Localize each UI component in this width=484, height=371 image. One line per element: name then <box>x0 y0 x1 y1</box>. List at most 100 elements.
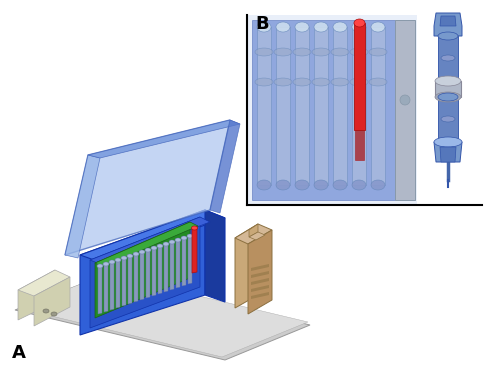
Polygon shape <box>251 271 269 278</box>
Ellipse shape <box>274 78 292 86</box>
Ellipse shape <box>181 236 187 240</box>
Ellipse shape <box>257 180 271 190</box>
Ellipse shape <box>293 48 311 56</box>
Polygon shape <box>210 120 240 213</box>
Text: B: B <box>255 15 269 33</box>
Polygon shape <box>355 130 364 160</box>
Ellipse shape <box>97 264 103 268</box>
Polygon shape <box>434 13 462 36</box>
Polygon shape <box>98 265 102 314</box>
Polygon shape <box>251 285 269 292</box>
Ellipse shape <box>145 248 151 252</box>
Ellipse shape <box>333 22 347 32</box>
Polygon shape <box>80 210 205 335</box>
Polygon shape <box>122 257 126 306</box>
Polygon shape <box>333 27 347 185</box>
Ellipse shape <box>255 78 273 86</box>
Polygon shape <box>18 270 70 296</box>
Text: A: A <box>12 344 26 362</box>
Ellipse shape <box>139 250 145 254</box>
Ellipse shape <box>43 309 49 313</box>
Polygon shape <box>434 142 462 162</box>
Polygon shape <box>110 261 114 310</box>
Ellipse shape <box>369 48 387 56</box>
Polygon shape <box>18 270 55 320</box>
Polygon shape <box>440 147 456 162</box>
Ellipse shape <box>435 92 461 102</box>
Polygon shape <box>18 274 308 357</box>
Polygon shape <box>116 259 120 308</box>
Polygon shape <box>15 275 310 360</box>
Polygon shape <box>249 232 265 240</box>
Polygon shape <box>182 237 186 286</box>
Polygon shape <box>152 247 156 296</box>
Ellipse shape <box>109 260 115 264</box>
Polygon shape <box>395 20 415 200</box>
Ellipse shape <box>441 55 455 61</box>
Polygon shape <box>192 227 197 273</box>
Bar <box>252 20 395 200</box>
Polygon shape <box>104 263 108 312</box>
Polygon shape <box>314 27 328 185</box>
Polygon shape <box>435 81 461 97</box>
Polygon shape <box>235 224 272 244</box>
Polygon shape <box>95 222 190 318</box>
Ellipse shape <box>350 48 368 56</box>
Ellipse shape <box>163 242 169 246</box>
Ellipse shape <box>369 78 387 86</box>
Polygon shape <box>438 97 458 142</box>
Polygon shape <box>90 217 210 264</box>
Ellipse shape <box>192 226 197 230</box>
Polygon shape <box>354 23 365 130</box>
Ellipse shape <box>51 312 57 316</box>
Ellipse shape <box>354 19 365 27</box>
Polygon shape <box>248 230 272 314</box>
Polygon shape <box>95 222 198 267</box>
Polygon shape <box>440 16 456 26</box>
Polygon shape <box>352 27 366 185</box>
Polygon shape <box>80 210 225 262</box>
Polygon shape <box>65 120 230 255</box>
Ellipse shape <box>352 22 366 32</box>
Ellipse shape <box>187 234 193 238</box>
Ellipse shape <box>438 93 458 101</box>
Ellipse shape <box>438 138 458 146</box>
Ellipse shape <box>435 76 461 86</box>
Polygon shape <box>295 27 309 185</box>
Polygon shape <box>257 27 271 185</box>
Ellipse shape <box>295 180 309 190</box>
Ellipse shape <box>103 262 109 266</box>
Polygon shape <box>176 239 180 288</box>
Ellipse shape <box>169 240 175 244</box>
Ellipse shape <box>133 252 139 256</box>
Polygon shape <box>34 277 70 326</box>
Polygon shape <box>249 224 258 237</box>
Polygon shape <box>438 36 458 81</box>
Ellipse shape <box>157 244 163 248</box>
Ellipse shape <box>434 137 462 147</box>
Ellipse shape <box>400 95 410 105</box>
Ellipse shape <box>441 116 455 122</box>
Ellipse shape <box>115 258 121 262</box>
Ellipse shape <box>255 48 273 56</box>
Ellipse shape <box>257 22 271 32</box>
Ellipse shape <box>312 78 330 86</box>
Ellipse shape <box>276 180 290 190</box>
Polygon shape <box>65 155 100 258</box>
Ellipse shape <box>350 78 368 86</box>
Ellipse shape <box>371 22 385 32</box>
Polygon shape <box>158 245 162 294</box>
Polygon shape <box>251 278 269 285</box>
Ellipse shape <box>371 180 385 190</box>
Polygon shape <box>146 249 150 298</box>
Ellipse shape <box>293 78 311 86</box>
Ellipse shape <box>331 78 349 86</box>
Polygon shape <box>164 243 168 292</box>
Ellipse shape <box>314 22 328 32</box>
Polygon shape <box>251 264 269 271</box>
Ellipse shape <box>333 180 347 190</box>
Polygon shape <box>170 241 174 290</box>
Polygon shape <box>140 251 144 300</box>
Ellipse shape <box>312 48 330 56</box>
Ellipse shape <box>121 256 127 260</box>
